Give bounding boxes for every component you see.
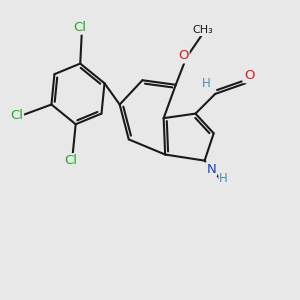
Text: CH₃: CH₃ xyxy=(193,25,214,35)
Text: N: N xyxy=(206,163,216,176)
Text: Cl: Cl xyxy=(64,154,78,167)
Text: O: O xyxy=(178,50,189,62)
Text: H: H xyxy=(219,172,228,185)
Text: H: H xyxy=(202,77,211,90)
Text: Cl: Cl xyxy=(10,109,23,122)
Text: O: O xyxy=(244,69,254,82)
Text: Cl: Cl xyxy=(74,21,87,34)
